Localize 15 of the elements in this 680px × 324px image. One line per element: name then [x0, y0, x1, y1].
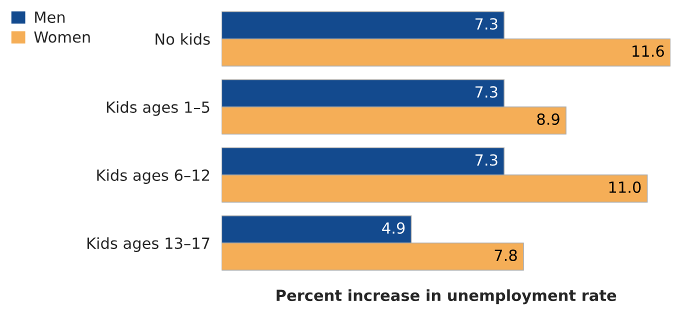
legend-label: Women [34, 31, 90, 43]
y-tick-label: Kids ages 6–12 [97, 169, 210, 184]
data-label: 7.3 [476, 18, 498, 30]
y-tick-label: Kids ages 1–5 [106, 101, 210, 116]
y-tick-label: No kids [156, 33, 210, 45]
data-label: 8.9 [537, 113, 560, 125]
data-label: 11.6 [632, 45, 664, 57]
data-label: 11.0 [609, 181, 641, 194]
legend-label: Men [35, 12, 65, 23]
data-label: 7.3 [476, 86, 498, 98]
data-label: 4.9 [382, 222, 405, 234]
y-tick-label: Kids ages 13–17 [87, 237, 210, 252]
x-axis-title: Percent increase in unemployment rate [276, 289, 616, 304]
data-label: 7.8 [494, 249, 517, 262]
data-label: 7.3 [476, 154, 498, 166]
